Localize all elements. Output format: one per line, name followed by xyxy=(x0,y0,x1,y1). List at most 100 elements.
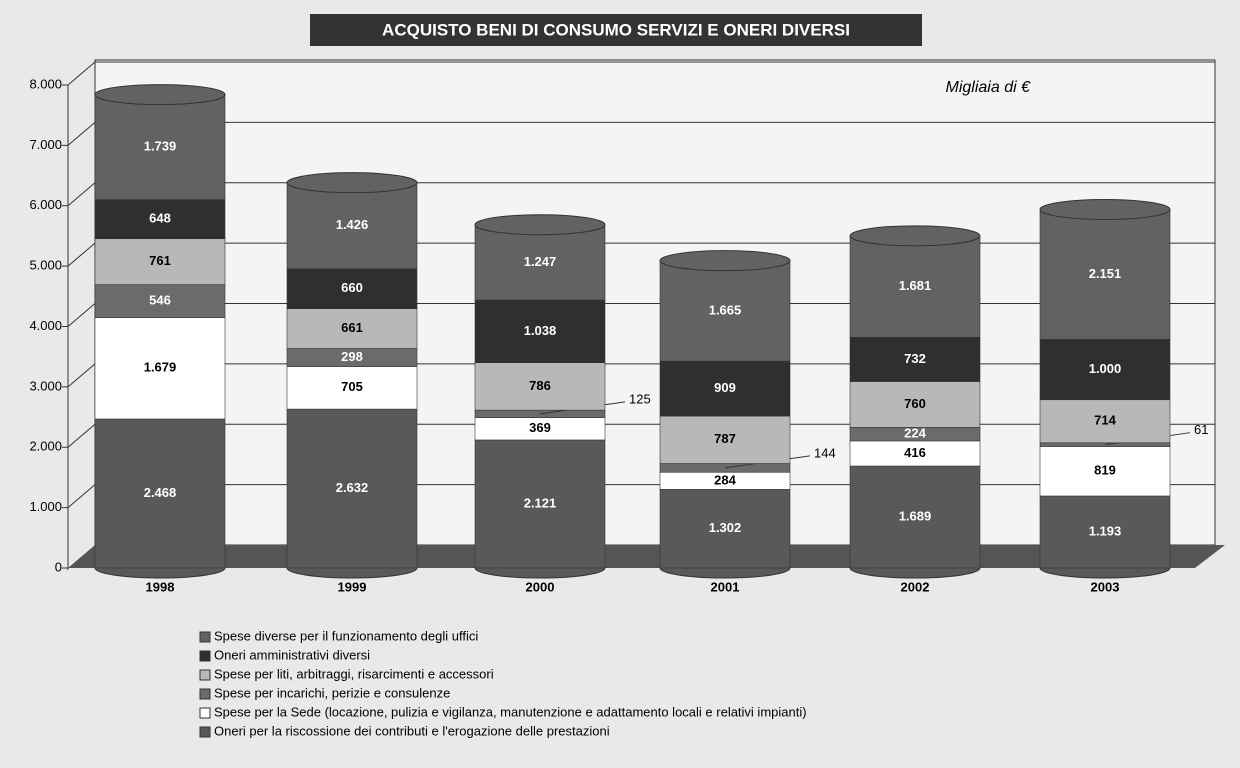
y-tick-label: 5.000 xyxy=(29,258,62,273)
value-label: 2.632 xyxy=(336,480,369,495)
bar-segment xyxy=(1039,446,1171,497)
value-label: 284 xyxy=(714,472,736,487)
y-tick-label: 6.000 xyxy=(29,197,62,212)
value-label: 61 xyxy=(1194,422,1208,437)
annotation: Migliaia di € xyxy=(946,79,1032,96)
x-tick-label: 2001 xyxy=(711,579,740,594)
bar-segment xyxy=(1039,339,1171,401)
grid-line xyxy=(67,363,96,388)
legend-label: Spese per la Sede (locazione, pulizia e … xyxy=(214,704,807,719)
bar-segment xyxy=(94,94,226,200)
bar-segment xyxy=(474,439,606,569)
value-label: 298 xyxy=(341,349,363,364)
x-tick-label: 2000 xyxy=(526,579,555,594)
grid-line xyxy=(67,303,96,327)
legend-swatch xyxy=(199,669,211,681)
bar-segment xyxy=(849,381,981,428)
bar-segment xyxy=(849,440,981,467)
value-label: 786 xyxy=(529,378,551,393)
legend-swatch xyxy=(199,650,211,662)
cylinder-top xyxy=(286,172,418,194)
value-label: 144 xyxy=(814,445,836,460)
x-tick-label: 1998 xyxy=(146,579,175,594)
grid-line xyxy=(67,484,96,509)
value-label: 705 xyxy=(341,379,363,394)
value-label: 125 xyxy=(629,391,651,406)
legend-swatch xyxy=(199,631,211,643)
bar-segment xyxy=(94,418,226,569)
grid-line xyxy=(67,423,96,448)
value-label: 732 xyxy=(904,351,926,366)
y-tick-label: 2.000 xyxy=(29,439,62,454)
legend-swatch xyxy=(199,688,211,700)
grid-line xyxy=(67,121,96,146)
value-label: 660 xyxy=(341,280,363,295)
bar-segment xyxy=(849,337,981,382)
bar-segment xyxy=(94,317,226,420)
legend-swatch xyxy=(199,726,211,738)
cylinder-top xyxy=(1039,198,1171,220)
y-tick-label: 3.000 xyxy=(29,378,62,393)
cylinder-top xyxy=(474,214,606,236)
value-label: 760 xyxy=(904,396,926,411)
value-label: 1.000 xyxy=(1089,361,1122,376)
value-label: 714 xyxy=(1094,413,1116,428)
bar-segment xyxy=(286,408,418,569)
bar-segment xyxy=(849,465,981,569)
cylinder-top xyxy=(849,225,981,247)
value-label: 2.468 xyxy=(144,485,177,500)
bar-segment xyxy=(1039,399,1171,444)
bar-segment xyxy=(1039,495,1171,569)
value-label: 1.739 xyxy=(144,139,177,154)
x-tick-label: 2002 xyxy=(901,579,930,594)
bar-segment xyxy=(286,366,418,410)
value-label: 416 xyxy=(904,445,926,460)
bar-segment xyxy=(659,489,791,569)
value-label: 1.679 xyxy=(144,360,177,375)
value-label: 546 xyxy=(149,293,171,308)
legend-label: Spese per liti, arbitraggi, risarcimenti… xyxy=(214,666,494,681)
value-label: 1.665 xyxy=(709,302,742,317)
value-label: 1.038 xyxy=(524,323,557,338)
value-label: 1.193 xyxy=(1089,523,1122,538)
bar-segment xyxy=(94,284,226,318)
bar-segment xyxy=(659,260,791,362)
value-label: 1.426 xyxy=(336,217,369,232)
title-box xyxy=(310,14,922,46)
y-tick-label: 4.000 xyxy=(29,318,62,333)
legend-label: Spese diverse per il funzionamento degli… xyxy=(214,628,478,643)
value-label: 787 xyxy=(714,431,736,446)
bar-segment xyxy=(286,268,418,309)
bar-segment xyxy=(659,360,791,417)
value-label: 1.681 xyxy=(899,278,932,293)
y-tick-label: 8.000 xyxy=(29,76,62,91)
bar-segment xyxy=(849,235,981,338)
value-label: 1.689 xyxy=(899,508,932,523)
y-tick-label: 7.000 xyxy=(29,137,62,152)
legend-swatch xyxy=(199,707,211,719)
value-label: 2.121 xyxy=(524,495,557,510)
x-tick-label: 1999 xyxy=(338,579,367,594)
value-label: 1.247 xyxy=(524,254,557,269)
value-label: 224 xyxy=(904,426,926,441)
bar-segment xyxy=(94,199,226,240)
value-label: 761 xyxy=(149,253,171,268)
value-label: 648 xyxy=(149,211,171,226)
value-label: 819 xyxy=(1094,463,1116,478)
bar-segment xyxy=(286,308,418,349)
value-label: 369 xyxy=(529,420,551,435)
y-tick-label: 1.000 xyxy=(29,499,62,514)
legend-label: Oneri amministrativi diversi xyxy=(214,647,370,662)
value-label: 661 xyxy=(341,320,363,335)
value-label: 909 xyxy=(714,380,736,395)
value-label: 1.302 xyxy=(709,520,742,535)
y-tick-label: 0 xyxy=(55,559,62,574)
chart-title: ACQUISTO BENI DI CONSUMO SERVIZI E ONERI… xyxy=(382,20,850,39)
cylinder-top xyxy=(94,84,226,106)
x-tick-label: 2003 xyxy=(1091,579,1120,594)
grid-line xyxy=(67,242,96,267)
bar-segment xyxy=(474,362,606,411)
bar-segment xyxy=(286,182,418,270)
grid-line xyxy=(67,61,96,86)
